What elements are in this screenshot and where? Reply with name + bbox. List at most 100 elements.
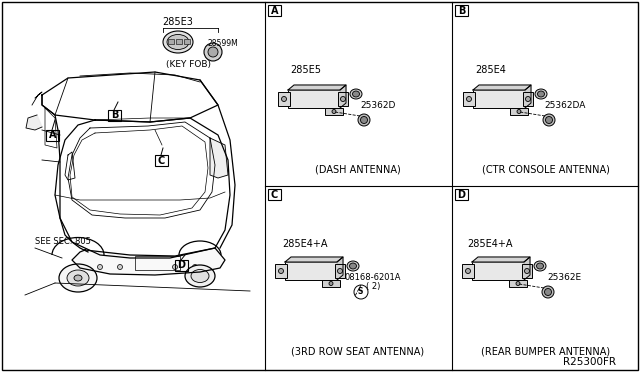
Polygon shape <box>524 257 530 280</box>
Circle shape <box>173 264 177 269</box>
Text: D: D <box>458 189 465 199</box>
Text: B: B <box>458 6 465 16</box>
Bar <box>278 92 290 106</box>
Ellipse shape <box>347 261 359 271</box>
Bar <box>268 5 281 16</box>
Circle shape <box>193 264 198 269</box>
Bar <box>523 92 533 106</box>
Ellipse shape <box>329 282 333 285</box>
Bar <box>288 90 340 108</box>
Bar <box>455 189 468 200</box>
Ellipse shape <box>340 96 346 102</box>
Ellipse shape <box>191 269 209 282</box>
Bar <box>268 189 281 200</box>
Ellipse shape <box>278 269 284 273</box>
Text: (DASH ANTENNA): (DASH ANTENNA) <box>315 165 401 175</box>
Ellipse shape <box>59 264 97 292</box>
Ellipse shape <box>534 261 546 271</box>
Bar <box>455 5 468 16</box>
Bar <box>285 262 337 280</box>
Bar <box>175 260 188 271</box>
Bar <box>462 264 474 278</box>
Ellipse shape <box>535 89 547 99</box>
Text: R25300FR: R25300FR <box>563 357 616 367</box>
Text: 285E5: 285E5 <box>291 65 321 75</box>
Polygon shape <box>525 85 531 108</box>
Text: (CTR CONSOLE ANTENNA): (CTR CONSOLE ANTENNA) <box>482 165 610 175</box>
Text: (3RD ROW SEAT ANTENNA): (3RD ROW SEAT ANTENNA) <box>291 347 424 357</box>
Ellipse shape <box>517 109 521 113</box>
Polygon shape <box>340 85 346 108</box>
Ellipse shape <box>465 269 470 273</box>
Text: A: A <box>49 131 56 141</box>
Circle shape <box>208 47 218 57</box>
Ellipse shape <box>349 263 356 269</box>
Bar <box>338 92 348 106</box>
Bar <box>168 39 174 44</box>
Text: 285E4+A: 285E4+A <box>282 239 328 249</box>
Text: ( 2): ( 2) <box>366 282 380 291</box>
Polygon shape <box>473 85 531 90</box>
Bar <box>510 108 528 115</box>
Text: 285E3: 285E3 <box>163 17 193 27</box>
Bar <box>108 110 121 121</box>
Text: 285E4: 285E4 <box>476 65 506 75</box>
Circle shape <box>358 114 370 126</box>
Ellipse shape <box>525 269 529 273</box>
Ellipse shape <box>538 91 545 97</box>
Bar <box>335 264 345 278</box>
Ellipse shape <box>337 269 342 273</box>
Bar <box>46 130 59 141</box>
Polygon shape <box>210 138 228 178</box>
Bar <box>473 90 525 108</box>
Text: 25362DA: 25362DA <box>544 102 586 110</box>
Ellipse shape <box>67 270 89 286</box>
Bar <box>325 108 343 115</box>
Text: 08168-6201A: 08168-6201A <box>345 273 401 282</box>
Text: 25362D: 25362D <box>360 102 396 110</box>
Text: 28599M: 28599M <box>207 39 238 48</box>
Bar <box>463 92 475 106</box>
Circle shape <box>204 43 222 61</box>
Text: D: D <box>177 260 186 270</box>
Circle shape <box>97 264 102 269</box>
Ellipse shape <box>163 31 193 53</box>
Circle shape <box>542 286 554 298</box>
Bar <box>275 264 287 278</box>
Circle shape <box>545 116 552 124</box>
Bar <box>522 264 532 278</box>
Ellipse shape <box>167 35 189 49</box>
Polygon shape <box>288 85 346 90</box>
Polygon shape <box>72 248 225 275</box>
Text: B: B <box>111 110 118 121</box>
Ellipse shape <box>536 263 543 269</box>
Circle shape <box>545 289 552 295</box>
Ellipse shape <box>525 96 531 102</box>
Ellipse shape <box>282 96 287 102</box>
Bar <box>155 155 168 166</box>
Text: 285E4+A: 285E4+A <box>467 239 513 249</box>
Text: 25362E: 25362E <box>547 273 581 282</box>
Text: A: A <box>271 6 278 16</box>
Ellipse shape <box>516 282 520 285</box>
Ellipse shape <box>467 96 472 102</box>
Bar <box>135 256 180 270</box>
Ellipse shape <box>332 109 336 113</box>
Text: (KEY FOB): (KEY FOB) <box>166 61 211 70</box>
Polygon shape <box>26 115 42 130</box>
Ellipse shape <box>350 89 362 99</box>
Polygon shape <box>285 257 343 262</box>
Bar <box>509 280 527 287</box>
Bar <box>184 39 190 44</box>
Polygon shape <box>337 257 343 280</box>
Ellipse shape <box>185 265 215 287</box>
Polygon shape <box>472 257 530 262</box>
Circle shape <box>354 285 368 299</box>
Text: S: S <box>357 288 363 296</box>
Text: C: C <box>158 155 165 166</box>
Bar <box>322 280 340 287</box>
Text: (REAR BUMPER ANTENNA): (REAR BUMPER ANTENNA) <box>481 347 611 357</box>
Ellipse shape <box>353 91 360 97</box>
Ellipse shape <box>74 275 82 281</box>
Bar <box>472 262 524 280</box>
